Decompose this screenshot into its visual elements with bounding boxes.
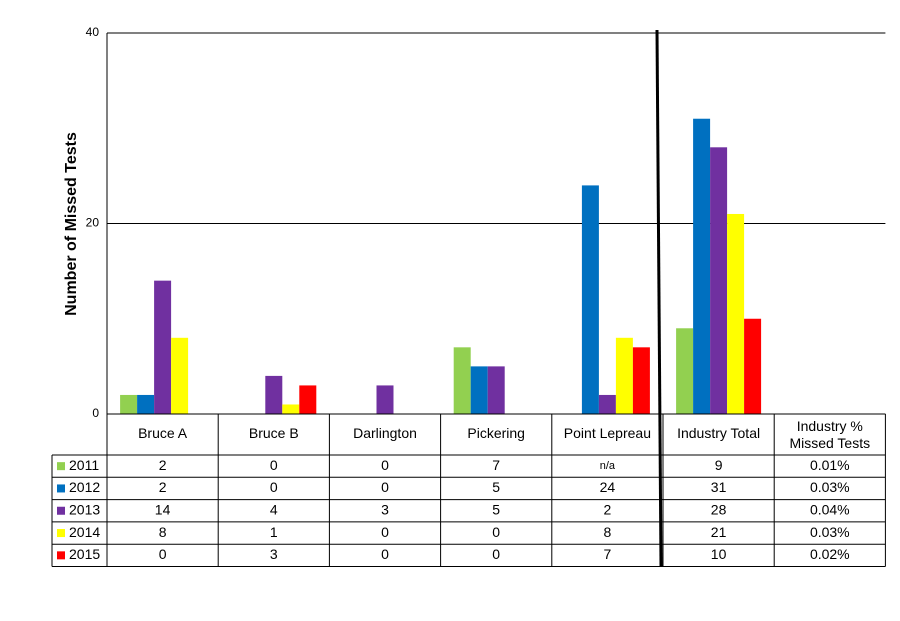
- x-tick-label: Pickering: [467, 425, 525, 441]
- table-cell: 1: [270, 524, 278, 540]
- table-cell: 5: [492, 501, 500, 517]
- legend-label: 2013: [69, 501, 100, 517]
- legend-swatch: [57, 484, 65, 493]
- y-tick-label: 20: [86, 216, 100, 230]
- table-cell: 0: [492, 546, 500, 562]
- bar: [120, 394, 138, 414]
- bar: [710, 147, 728, 415]
- table-cell: 5: [492, 479, 500, 495]
- x-tick-label: Darlington: [353, 425, 417, 441]
- table-cell: 3: [270, 546, 278, 562]
- bar: [615, 337, 633, 414]
- table-cell: 0.01%: [810, 457, 850, 473]
- table-cell: 14: [155, 501, 171, 517]
- percent-header: Industry % Missed Tests: [789, 417, 871, 451]
- table-cell: 8: [604, 524, 612, 540]
- bar: [693, 118, 711, 414]
- table-cell: 0: [381, 479, 389, 495]
- bar: [470, 366, 488, 414]
- table-cell: 2: [159, 479, 167, 495]
- table-cell: 24: [600, 479, 616, 495]
- bar: [154, 280, 172, 414]
- legend-swatch: [57, 506, 65, 515]
- bar: [265, 375, 283, 414]
- table-cell: 0.03%: [810, 479, 850, 495]
- y-axis-label: Number of Missed Tests: [63, 132, 80, 316]
- separator: [655, 29, 663, 567]
- table-cell: 4: [270, 501, 278, 517]
- bar: [744, 318, 762, 414]
- table-cell: 10: [711, 546, 727, 562]
- legend-label: 2014: [69, 524, 100, 540]
- bar: [487, 366, 505, 414]
- table-cell: n/a: [600, 460, 616, 472]
- bar: [727, 213, 745, 414]
- bar: [581, 185, 599, 414]
- table-cell: 0.04%: [810, 501, 850, 517]
- x-tick-label: Point Lepreau: [564, 425, 651, 441]
- table-cell: 0.03%: [810, 524, 850, 540]
- bar: [453, 347, 471, 414]
- table-cell: 0: [381, 524, 389, 540]
- table-cell: 0: [492, 524, 500, 540]
- table-cell: 0: [381, 457, 389, 473]
- table-cell: 3: [381, 501, 389, 517]
- table-cell: 0: [159, 546, 167, 562]
- table-cell: 0: [270, 479, 278, 495]
- y-tick-label: 0: [92, 406, 99, 420]
- legend-label: 2012: [69, 479, 100, 495]
- bar: [632, 347, 650, 414]
- x-tick-label: Bruce B: [249, 425, 299, 441]
- bar: [171, 337, 189, 414]
- legend-swatch: [57, 462, 65, 471]
- bar: [676, 328, 694, 414]
- table-cell: 8: [159, 524, 167, 540]
- table-cell: 0.02%: [810, 546, 850, 562]
- bar: [598, 394, 616, 414]
- bar: [282, 404, 300, 414]
- legend-swatch: [57, 551, 65, 560]
- x-tick-label: Bruce A: [138, 425, 188, 441]
- table-cell: 2: [159, 457, 167, 473]
- table-cell: 2: [604, 501, 612, 517]
- bar: [376, 385, 394, 414]
- x-tick-label: Industry Total: [677, 425, 760, 441]
- y-tick-label: 40: [86, 25, 100, 39]
- table-cell: 7: [492, 457, 500, 473]
- legend-label: 2011: [69, 457, 99, 473]
- table-cell: 9: [715, 457, 723, 473]
- table-cell: 0: [381, 546, 389, 562]
- bar: [137, 394, 155, 414]
- percent-header-box: Industry % Missed Tests: [789, 417, 871, 451]
- legend-label: 2015: [69, 546, 100, 562]
- table-cell: 7: [604, 546, 612, 562]
- table-cell: 28: [711, 501, 727, 517]
- table-cell: 21: [711, 524, 727, 540]
- legend-swatch: [57, 529, 65, 538]
- bar: [299, 385, 317, 414]
- table-cell: 0: [270, 457, 278, 473]
- table-cell: 31: [711, 479, 727, 495]
